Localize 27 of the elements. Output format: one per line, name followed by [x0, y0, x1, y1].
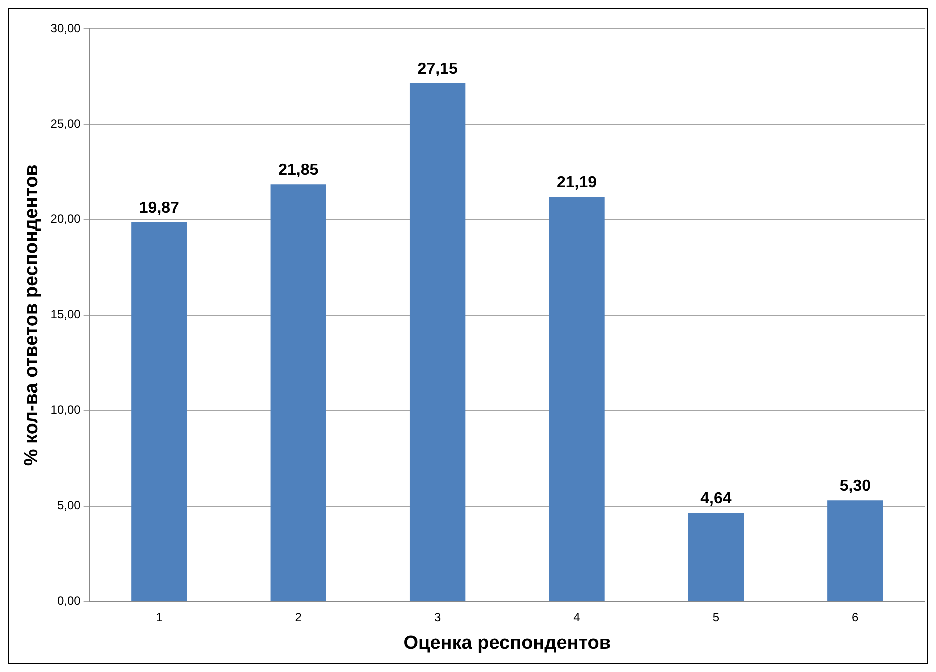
x-tick-label: 4 [574, 610, 581, 624]
y-tick-label: 25,00 [50, 116, 82, 131]
data-label: 4,64 [700, 490, 732, 508]
y-tick-label: 10,00 [50, 403, 82, 418]
x-tick-label: 5 [712, 610, 720, 624]
y-tick-label: 0,00 [57, 594, 82, 608]
x-tick-label: 6 [852, 610, 860, 624]
x-axis-title: Оценка респондентов [404, 632, 612, 654]
bar [549, 197, 605, 602]
bar [688, 513, 744, 602]
bar [132, 222, 188, 602]
data-label: 5,30 [840, 478, 872, 496]
data-label: 19,87 [139, 200, 180, 217]
y-axis-title: % кол-ва ответов респондентов [22, 164, 43, 466]
bar [270, 184, 326, 602]
y-tick-label: 15,00 [50, 308, 82, 322]
bar [410, 83, 466, 602]
x-tick-label: 2 [295, 610, 302, 624]
y-tick-label: 30,00 [50, 21, 82, 36]
x-tick-label: 1 [156, 610, 164, 624]
data-label: 21,19 [556, 174, 598, 192]
data-label: 27,15 [418, 60, 458, 78]
bar [828, 500, 884, 602]
data-label: 21,85 [278, 162, 319, 180]
y-tick-label: 20,00 [50, 212, 82, 226]
x-tick-label: 3 [434, 610, 442, 624]
y-tick-label: 5,00 [57, 498, 82, 513]
